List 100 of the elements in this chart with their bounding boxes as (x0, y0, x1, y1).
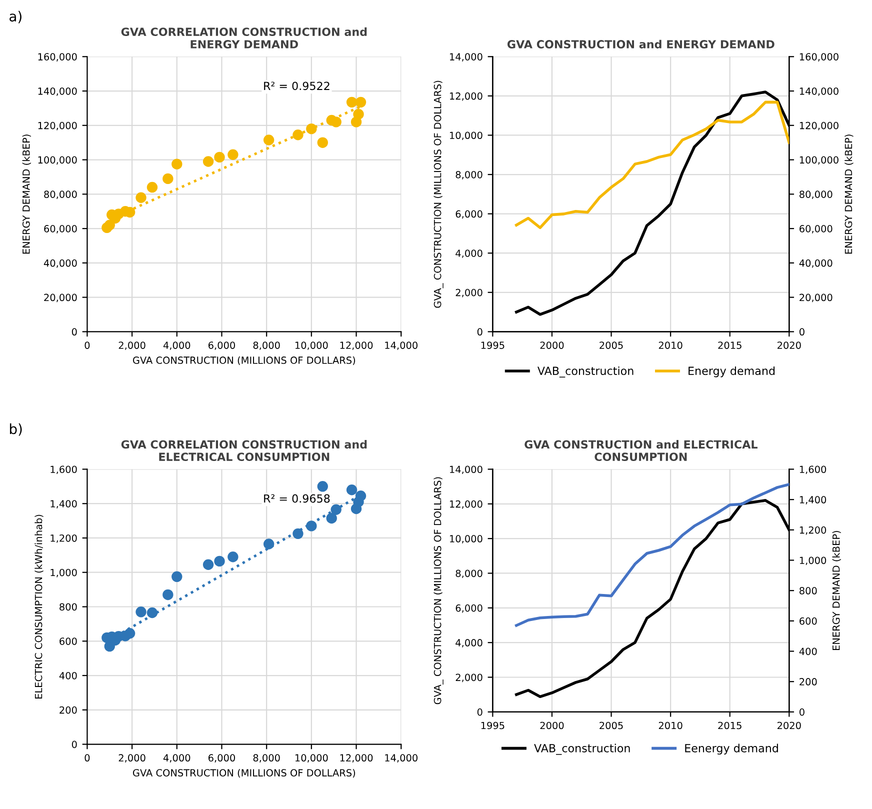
y-tick-label: 4,000 (456, 250, 482, 258)
point (146, 182, 158, 193)
y2-tick-label: 140,000 (800, 87, 838, 96)
chart-title: GVA CONSTRUCTION and ELECTRICAL CONSUMPTION (524, 440, 758, 462)
y-tick-label: 2,000 (456, 674, 482, 682)
x-tick-label: 2005 (600, 722, 623, 730)
x-tick-label: 2000 (540, 342, 564, 349)
x-tick-label: 0 (84, 754, 90, 762)
y-tick-label: 140,000 (38, 87, 77, 96)
x-axis-title: GVA CONSTRUCTION (MILLIONS OF DOLLARS) (132, 768, 356, 778)
x-tick-label: 2010 (658, 722, 682, 730)
y-tick-label: 8,000 (456, 570, 482, 578)
y2-tick-label: 1,000 (800, 556, 826, 566)
y-tick-label: 1,400 (50, 500, 77, 508)
y-tick-label: 0 (477, 708, 482, 716)
chart-title: GVA CORRELATION CONSTRUCTION and ENERGY DEMAND (121, 27, 367, 48)
y-tick-label: 600 (60, 638, 77, 645)
y-tick-label: 1,000 (50, 568, 77, 578)
y-tick-label: 10,000 (450, 535, 482, 544)
y2-axis-title: ENERGY DEMAND (kBEP) (844, 134, 854, 254)
y2-tick-label: 0 (800, 328, 804, 336)
x-axis-title: GVA CONSTRUCTION (MILLIONS OF DOLLARS) (132, 356, 356, 366)
y-tick-label: 100,000 (38, 156, 77, 165)
point (317, 481, 328, 492)
y-tick-label: 120,000 (38, 122, 77, 130)
y2-tick-label: 160,000 (800, 53, 838, 62)
point (228, 552, 238, 562)
line-series (515, 483, 790, 627)
point (162, 589, 174, 600)
y2-tick-label: 80,000 (800, 190, 832, 199)
y2-tick-label: 400 (799, 648, 817, 656)
y2-tick-label: 40,000 (799, 259, 832, 268)
point (326, 512, 337, 524)
x-tick-label: 10,000 (295, 754, 328, 763)
y-tick-label: 4,000 (456, 639, 482, 648)
y-axis-title: ELECTRIC CONSUMPTION (kWh/inhab) (34, 514, 44, 699)
chart-title: GVA CONSTRUCTION and ENERGY DEMAND (507, 40, 774, 48)
point (355, 96, 366, 108)
point (346, 96, 358, 108)
y-tick-label: 1,200 (50, 534, 77, 543)
point (292, 129, 304, 140)
point (330, 116, 342, 128)
x-tick-label: 10,000 (295, 342, 328, 350)
y-tick-label: 20,000 (44, 294, 77, 302)
point (214, 152, 225, 163)
annotation: R² = 0.9658 (264, 494, 330, 503)
y-tick-label: 2,000 (456, 288, 482, 298)
point (346, 484, 358, 496)
x-tick-label: 12,000 (340, 342, 373, 350)
point (136, 606, 146, 618)
x-tick-label: 2005 (600, 342, 623, 349)
point (353, 108, 364, 120)
legend-label: VAB_construction (534, 744, 630, 755)
x-tick-label: 2015 (718, 342, 742, 349)
x-tick-label: 2,000 (118, 754, 146, 763)
x-tick-label: 2,000 (118, 342, 146, 350)
y-tick-label: 12,000 (450, 92, 482, 101)
y2-axis-title: ENERGY DEMAND (kBEP) (832, 531, 841, 650)
point (202, 559, 214, 570)
legend-label: Eenergy demand (685, 744, 778, 755)
x-tick-label: 14,000 (385, 754, 418, 763)
legend-label: VAB_construction (537, 366, 634, 378)
y-tick-label: 12,000 (450, 500, 482, 509)
y-tick-label: 10,000 (450, 132, 482, 140)
y-tick-label: 0 (477, 328, 482, 336)
point (102, 222, 112, 234)
point (124, 628, 136, 639)
point (292, 528, 304, 540)
y-axis-title: GVA_ CONSTRUCTION (MILLIONS OF DOLLARS) (434, 80, 444, 308)
x-tick-label: 1995 (481, 342, 504, 349)
y-tick-label: 8,000 (456, 170, 482, 180)
point (263, 538, 274, 550)
x-tick-label: 2020 (778, 722, 801, 730)
y2-tick-label: 800 (800, 587, 817, 594)
y2-tick-label: 0 (800, 708, 804, 716)
x-tick-label: 2015 (718, 722, 742, 730)
y2-tick-label: 1,200 (800, 526, 826, 535)
y-tick-label: 14,000 (450, 53, 482, 62)
y2-tick-label: 20,000 (800, 294, 832, 302)
annotation: R² = 0.9522 (264, 82, 330, 90)
y-tick-label: 0 (72, 740, 77, 748)
y-tick-label: 6,000 (456, 604, 482, 613)
point (172, 571, 182, 582)
y2-tick-label: 100,000 (800, 156, 838, 165)
y-tick-label: 80,000 (44, 190, 77, 199)
y-tick-label: 200 (60, 706, 77, 714)
point (317, 137, 328, 148)
point (162, 173, 174, 184)
x-tick-label: 2020 (778, 342, 801, 349)
x-tick-label: 14,000 (385, 342, 418, 350)
y2-tick-label: 1,600 (800, 466, 826, 474)
y-tick-label: 14,000 (450, 466, 482, 474)
text: b) (10, 423, 22, 436)
chart-title: GVA CORRELATION CONSTRUCTION and ELECTRICAL CONSUMPTION (121, 440, 367, 462)
text: a) (10, 10, 22, 24)
point (172, 158, 182, 170)
x-tick-label: 8,000 (253, 754, 280, 763)
y2-tick-label: 200 (800, 678, 817, 686)
y-tick-label: 1,600 (50, 466, 77, 474)
legend-label: Energy demand (688, 366, 775, 378)
